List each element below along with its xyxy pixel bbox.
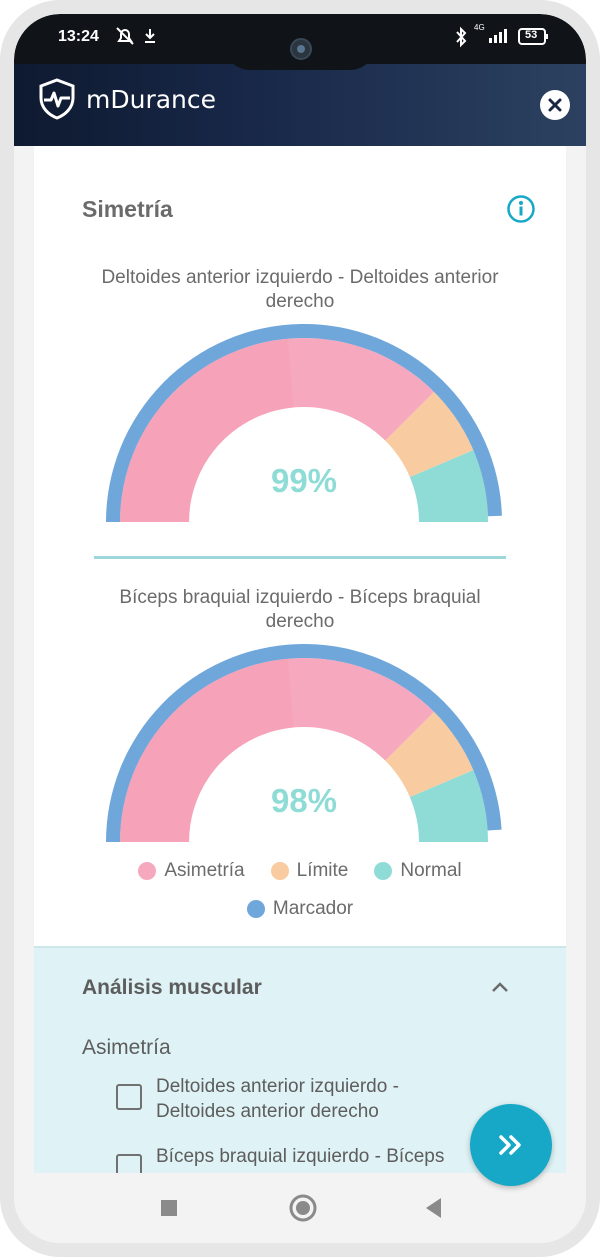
checkbox-label: Deltoides anterior izquierdo - Deltoides… — [156, 1076, 399, 1122]
close-icon — [548, 98, 562, 112]
battery-level: 53 — [525, 29, 538, 41]
legend-label: Normal — [400, 860, 462, 881]
bluetooth-icon — [454, 26, 468, 53]
screen: 13:24 4G 53 mDurance — [14, 14, 586, 1243]
gauge-title: Deltoides anterior izquierdo - Deltoides… — [101, 267, 499, 312]
legend-dot — [374, 862, 393, 880]
brand-logo: mDurance — [34, 76, 216, 122]
checkbox-row[interactable]: Deltoides anterior izquierdo - Deltoides… — [116, 1074, 466, 1124]
chevron-up-icon[interactable] — [490, 980, 510, 994]
gauge-legend: Asimetría Límite Normal Marcador — [34, 860, 566, 936]
analysis-title: Análisis muscular — [82, 976, 262, 999]
gauge-highlight — [120, 338, 294, 522]
gauge-title: Bíceps braquial izquierdo - Bíceps braqu… — [119, 587, 481, 632]
heart-shield-icon — [39, 78, 75, 120]
legend-item-marcador[interactable]: Marcador — [246, 898, 354, 920]
gauge-segment-normal — [409, 770, 488, 842]
bell-off-icon — [116, 26, 134, 51]
symmetry-gauge: 99% — [94, 323, 514, 534]
checkbox[interactable] — [116, 1084, 142, 1110]
recents-button[interactable] — [160, 1199, 178, 1222]
symmetry-gauge: 98% — [94, 643, 514, 854]
notch — [224, 14, 376, 70]
system-nav-bar — [14, 1173, 586, 1243]
signal-icon — [488, 26, 512, 49]
network-label: 4G — [474, 23, 485, 32]
back-button[interactable] — [424, 1197, 442, 1224]
gauge-svg — [106, 323, 502, 522]
gauge-segment-limite — [385, 711, 474, 798]
legend-label: Límite — [296, 860, 349, 881]
home-button[interactable] — [288, 1193, 318, 1228]
legend-label: Asimetría — [164, 860, 245, 881]
close-button[interactable] — [540, 90, 570, 120]
gauge-highlight — [120, 658, 294, 842]
content-scroll[interactable]: Simetría Deltoides anterior izquierdo - … — [34, 146, 566, 1183]
triangle-back-icon — [426, 1198, 441, 1218]
battery-icon — [518, 28, 550, 51]
legend-dot — [270, 862, 289, 880]
legend-item-asimetria[interactable]: Asimetría — [138, 860, 245, 882]
legend-dot — [246, 900, 265, 918]
analysis-section: Análisis muscular Asimetría Deltoides an… — [34, 946, 566, 1183]
next-fab-button[interactable] — [470, 1104, 552, 1186]
legend-label: Marcador — [272, 898, 354, 919]
legend-item-limite[interactable]: Límite — [270, 860, 349, 882]
legend-item-normal[interactable]: Normal — [374, 860, 462, 882]
gauge-segment-normal — [409, 450, 488, 522]
divider — [94, 556, 506, 559]
circle-icon — [289, 1194, 317, 1222]
download-icon — [142, 26, 158, 51]
brand-name: mDurance — [86, 84, 217, 114]
gauge-value: 99% — [270, 462, 338, 499]
gauge-value: 98% — [270, 782, 338, 819]
camera-icon — [290, 38, 312, 60]
square-icon — [161, 1200, 177, 1216]
app-bar: mDurance — [14, 64, 586, 146]
gauge-svg — [106, 643, 502, 842]
info-icon[interactable] — [506, 194, 536, 224]
analysis-subtitle: Asimetría — [82, 1036, 171, 1059]
symmetry-title: Simetría — [82, 196, 173, 222]
legend-dot — [138, 862, 157, 880]
gauge-segment-limite — [385, 391, 474, 478]
status-time: 13:24 — [58, 28, 99, 45]
double-chevron-right-icon — [499, 1135, 521, 1155]
symmetry-card: Simetría Deltoides anterior izquierdo - … — [34, 146, 566, 1183]
